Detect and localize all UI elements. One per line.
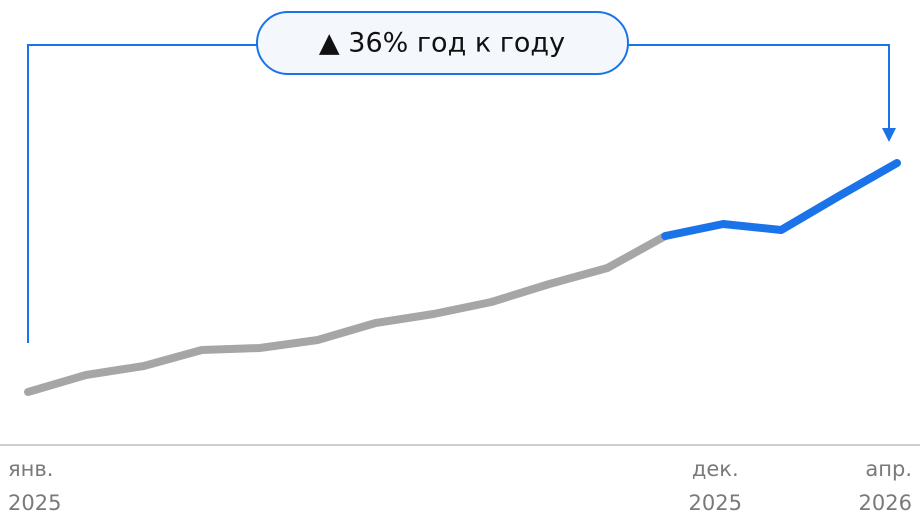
annotation: ▲ 36% год к году (319, 28, 565, 59)
x-tick-label: апр. 2026 (859, 457, 912, 515)
annotation-pill (256, 11, 629, 75)
annotation-arrow (882, 128, 896, 142)
line-series (661, 159, 901, 240)
x-tick-label: янв. 2025 (8, 457, 61, 515)
x-tick-label: дек. 2025 (689, 457, 742, 515)
line-series (24, 232, 670, 396)
annotation-bracket (27, 44, 890, 343)
